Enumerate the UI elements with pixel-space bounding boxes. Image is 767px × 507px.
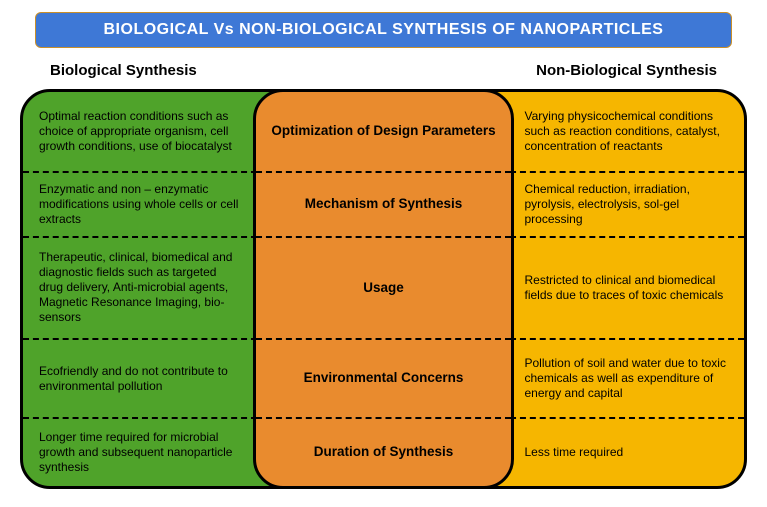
category-label: Optimization of Design Parameters [271, 123, 495, 140]
center-cell: Duration of Synthesis [256, 419, 512, 486]
category-label: Usage [363, 280, 404, 297]
cell-text: Pollution of soil and water due to toxic… [525, 356, 729, 401]
center-cell: Environmental Concerns [256, 340, 512, 419]
cell-text: Therapeutic, clinical, biomedical and di… [39, 250, 243, 325]
cell-text: Longer time required for microbial growt… [39, 430, 243, 475]
title-bar: BIOLOGICAL Vs NON-BIOLOGICAL SYNTHESIS O… [35, 12, 733, 48]
center-cell: Optimization of Design Parameters [256, 92, 512, 173]
cell-text: Restricted to clinical and biomedical fi… [525, 273, 729, 303]
right-header: Non-Biological Synthesis [536, 62, 717, 79]
center-panel: Optimization of Design Parameters Mechan… [253, 89, 515, 489]
cell-text: Chemical reduction, irradiation, pyrolys… [525, 182, 729, 227]
comparison-diagram: Optimal reaction conditions such as choi… [20, 89, 747, 489]
cell-text: Enzymatic and non – enzymatic modificati… [39, 182, 243, 227]
category-label: Environmental Concerns [304, 370, 464, 387]
cell-text: Varying physicochemical conditions such … [525, 109, 729, 154]
left-header: Biological Synthesis [50, 62, 197, 79]
center-cell: Usage [256, 238, 512, 340]
cell-text: Optimal reaction conditions such as choi… [39, 109, 243, 154]
column-headers: Biological Synthesis Non-Biological Synt… [20, 62, 747, 89]
page-title: BIOLOGICAL Vs NON-BIOLOGICAL SYNTHESIS O… [104, 21, 664, 38]
category-label: Mechanism of Synthesis [305, 196, 463, 213]
cell-text: Ecofriendly and do not contribute to env… [39, 364, 243, 394]
center-cell: Mechanism of Synthesis [256, 173, 512, 238]
category-label: Duration of Synthesis [314, 444, 454, 461]
cell-text: Less time required [525, 445, 624, 460]
